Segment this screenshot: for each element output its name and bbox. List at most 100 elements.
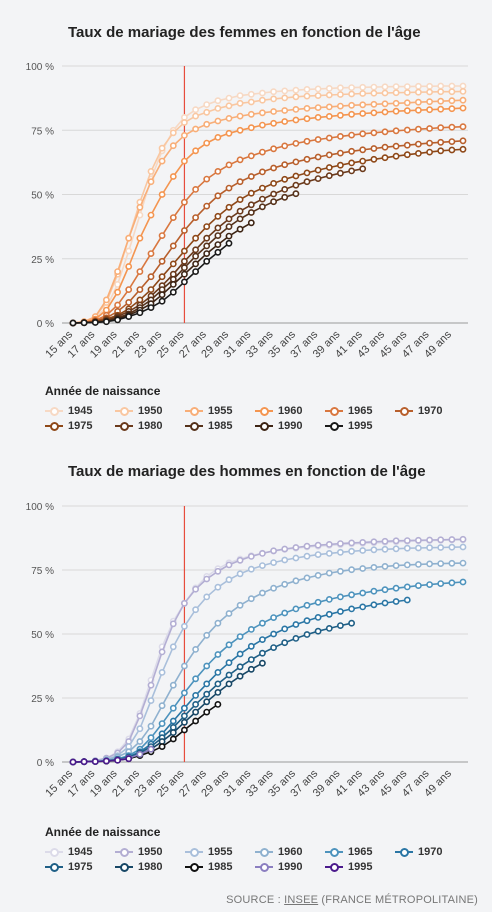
men-data-point	[426, 560, 433, 568]
women-data-point	[359, 165, 367, 173]
women-data-point	[225, 161, 233, 169]
women-data-point	[348, 167, 355, 175]
women-data-point	[192, 252, 199, 260]
men-data-point	[348, 566, 355, 574]
men-legend-marker-icon	[325, 847, 343, 857]
men-legend-label: 1950	[138, 845, 163, 858]
men-chart-panel: 0 % 25 % 50 % 75 % 100 % 15 ans 17 ans 19 ans 21…	[0, 455, 492, 887]
women-data-point	[281, 87, 289, 95]
women-legend-item-1955[interactable]: 1955	[185, 404, 255, 417]
men-legend-marker-icon	[255, 862, 273, 872]
women-data-point	[359, 90, 367, 97]
women-data-point	[203, 175, 211, 183]
men-data-point	[381, 599, 389, 607]
women-data-point	[225, 115, 233, 122]
men-data-point	[180, 622, 188, 630]
women-legend-item-1960[interactable]: 1960	[255, 404, 325, 417]
men-data-point	[403, 544, 411, 552]
women-data-point	[158, 144, 166, 152]
men-data-point	[225, 576, 233, 584]
men-data-point	[325, 610, 333, 618]
women-data-point	[158, 273, 166, 281]
men-legend-marker-icon	[115, 862, 133, 872]
men-data-point	[192, 675, 199, 683]
women-legend-item-1945[interactable]: 1945	[45, 404, 115, 417]
women-y-tick-label: 75 %	[31, 126, 54, 137]
men-legend-item-1995[interactable]: 1995	[325, 860, 395, 873]
men-legend-label: 1960	[278, 845, 303, 858]
women-data-point	[236, 215, 244, 223]
women-data-point	[336, 84, 344, 92]
women-data-point	[437, 97, 445, 105]
women-data-point	[91, 319, 99, 326]
men-data-point	[281, 625, 289, 633]
men-data-point	[325, 569, 333, 577]
women-legend-items: 1945 1950 1955 1960 1965 1970 1975 1980 1985 1990…	[45, 404, 485, 432]
women-data-point	[147, 178, 155, 186]
women-data-point	[214, 232, 222, 239]
men-series-1980	[69, 659, 266, 766]
women-data-point	[225, 94, 233, 102]
men-data-point	[281, 545, 289, 553]
women-data-point	[158, 257, 166, 265]
women-data-point	[448, 88, 456, 96]
men-legend: Année de naissance 1945 1950 1955 1960 1965 1…	[45, 825, 485, 873]
men-data-point	[103, 757, 110, 765]
women-legend-item-1985[interactable]: 1985	[185, 419, 255, 432]
women-data-point	[303, 86, 311, 93]
women-data-point	[370, 129, 378, 137]
women-data-point	[292, 106, 300, 113]
women-data-point	[103, 296, 110, 304]
women-legend-marker-icon	[395, 406, 413, 416]
men-data-point	[314, 598, 322, 606]
men-data-point	[303, 601, 311, 609]
women-legend-item-1975[interactable]: 1975	[45, 419, 115, 432]
women-legend-label: 1960	[278, 404, 303, 417]
men-data-point	[336, 622, 344, 629]
men-legend-item-1990[interactable]: 1990	[255, 860, 325, 873]
women-data-point	[281, 94, 289, 102]
men-legend-item-1975[interactable]: 1975	[45, 860, 115, 873]
men-legend-item-1985[interactable]: 1985	[185, 860, 255, 873]
men-data-point	[314, 551, 322, 558]
men-data-point	[125, 755, 133, 763]
women-legend-item-1990[interactable]: 1990	[255, 419, 325, 432]
men-legend-marker-icon	[325, 862, 343, 872]
women-legend: Année de naissance 1945 1950 1955 1960 1965 1…	[45, 384, 485, 432]
men-data-point	[180, 712, 188, 720]
women-legend-item-1970[interactable]: 1970	[395, 404, 465, 417]
men-data-point	[359, 603, 367, 611]
men-y-tick-label: 50 %	[31, 630, 54, 641]
men-data-point	[336, 567, 344, 575]
men-legend-item-1980[interactable]: 1980	[115, 860, 185, 873]
women-data-point	[281, 142, 289, 150]
women-data-point	[303, 178, 311, 186]
women-legend-label: 1970	[418, 404, 443, 417]
women-data-point	[336, 132, 344, 140]
women-data-point	[214, 192, 222, 200]
women-legend-item-1950[interactable]: 1950	[115, 404, 185, 417]
women-legend-item-1980[interactable]: 1980	[115, 419, 185, 432]
men-data-point	[225, 641, 233, 649]
women-data-point	[348, 147, 355, 155]
women-data-point	[348, 131, 355, 139]
men-legend-item-1965[interactable]: 1965	[325, 845, 395, 858]
men-data-point	[69, 758, 77, 766]
men-data-point	[214, 619, 222, 627]
women-data-point	[192, 125, 199, 133]
men-legend-item-1960[interactable]: 1960	[255, 845, 325, 858]
men-data-point	[370, 601, 378, 609]
women-legend-item-1965[interactable]: 1965	[325, 404, 395, 417]
women-legend-item-1995[interactable]: 1995	[325, 419, 395, 432]
source-link[interactable]: INSEE	[284, 894, 319, 906]
women-legend-marker-icon	[45, 406, 63, 416]
men-legend-item-1970[interactable]: 1970	[395, 845, 465, 858]
women-data-point	[203, 234, 211, 242]
men-legend-item-1945[interactable]: 1945	[45, 845, 115, 858]
men-legend-item-1955[interactable]: 1955	[185, 845, 255, 858]
men-legend-item-1950[interactable]: 1950	[115, 845, 185, 858]
women-data-point	[258, 195, 266, 203]
women-data-point	[348, 84, 355, 91]
women-data-point	[403, 151, 411, 159]
